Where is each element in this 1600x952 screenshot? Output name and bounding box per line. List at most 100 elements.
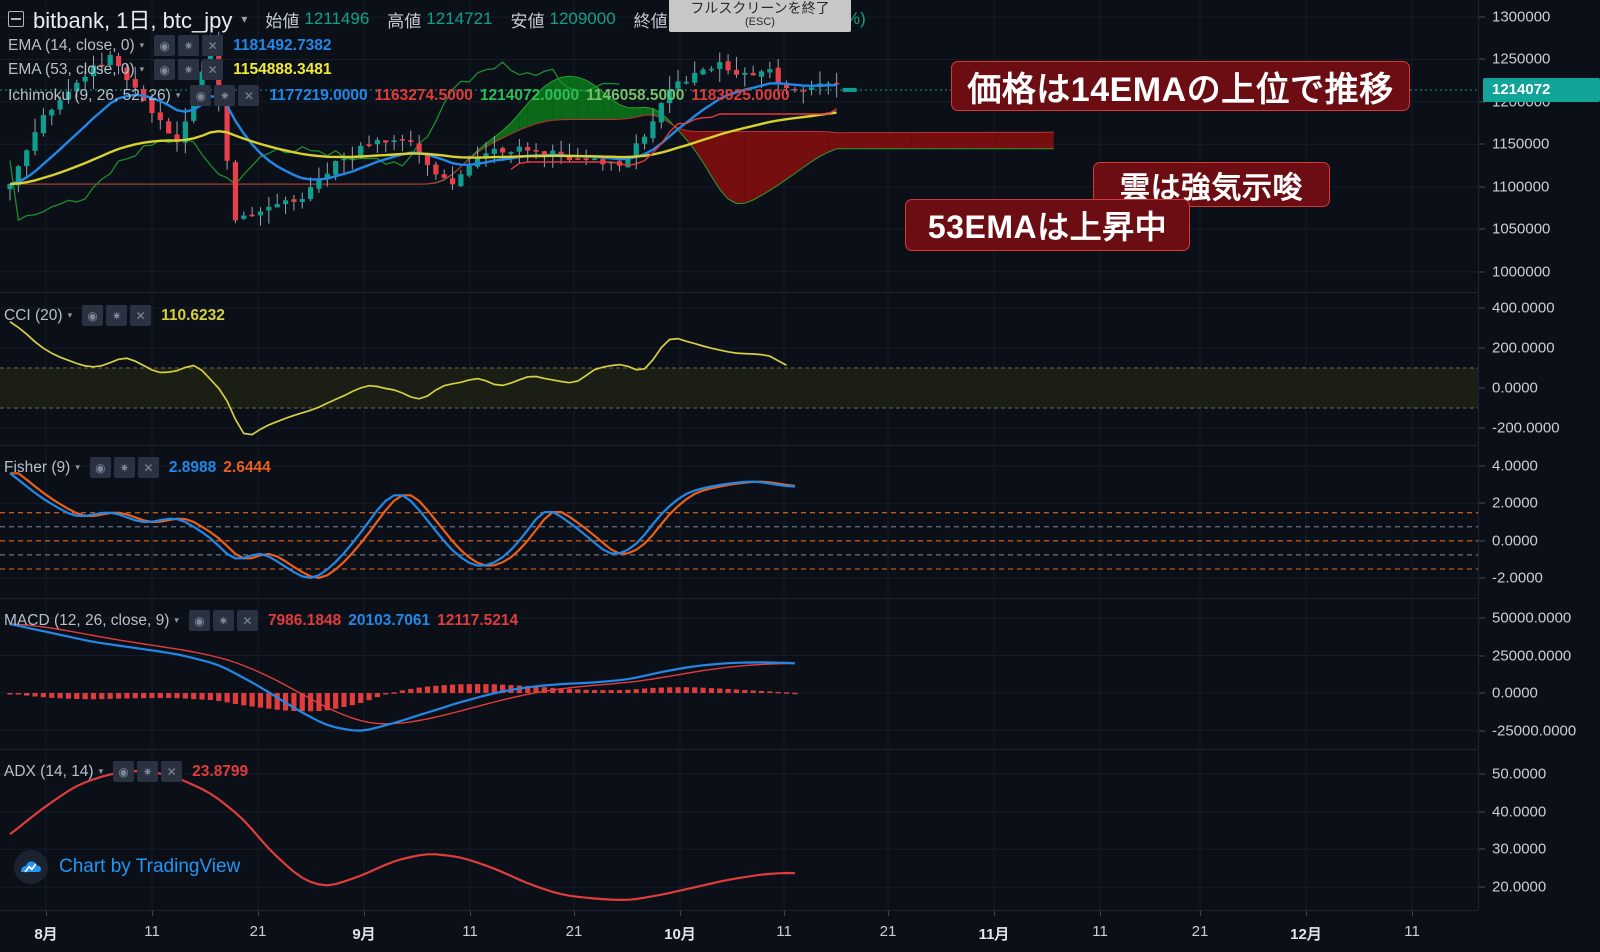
ohlc-low: 安値 1209000 (510, 7, 615, 32)
ohlc-close-label: 終値 (633, 11, 668, 31)
price-scale-tick-mark (1479, 228, 1485, 230)
price-scale-tick-mark (1479, 617, 1485, 619)
time-scale-tick-mark (46, 911, 47, 916)
cci-chart-canvas[interactable] (0, 294, 1478, 445)
time-scale-tick-2: 21 (249, 923, 267, 940)
price-scale-tick-price-1: 1250000 (1492, 50, 1551, 68)
price-scale-tick-macd-1: 25000.0000 (1492, 647, 1572, 664)
time-scale-tick-5: 21 (565, 923, 583, 940)
price-scale-tick-price-5: 1050000 (1492, 220, 1551, 238)
time-scale-tick-6: 10月 (664, 926, 696, 943)
price-scale-tick-fisher-2: 0.0000 (1492, 532, 1538, 550)
price-scale-tick-macd-0: 50000.0000 (1492, 609, 1572, 627)
price-scale-macd[interactable]: 50000.0000 25000.0000 0.0000 -25000.0000 (1478, 600, 1600, 750)
price-scale-tick-fisher-0: 4.0000 (1492, 457, 1538, 475)
price-scale-fisher[interactable]: 4.0000 2.0000 0.0000 -2.0000 (1478, 447, 1600, 599)
time-scale-tick-3: 9月 (352, 926, 376, 943)
time-scale-tick-mark (994, 911, 995, 916)
tradingview-branding[interactable]: Chart by TradingView (14, 850, 240, 884)
ohlc-open: 始値 1211496 (265, 7, 369, 32)
price-scale-tick-macd-2: 0.0000 (1492, 684, 1538, 702)
price-scale-tick-cci-2: 0.0000 (1492, 379, 1538, 397)
price-scale-tick-mark (1479, 655, 1485, 656)
macd-chart-canvas[interactable] (0, 600, 1478, 749)
price-scale-tick-mark (1479, 307, 1485, 309)
time-scale-tick-mark (1200, 911, 1201, 916)
ohlc-low-label: 安値 (510, 11, 545, 31)
price-scale-tick-mark (1479, 347, 1485, 349)
time-scale-tick-13: 11 (1404, 923, 1420, 940)
exit-fullscreen-tooltip-text: フルスクリーンを終了 (690, 0, 830, 16)
price-scale-tick-cci-1: 200.0000 (1492, 339, 1555, 357)
time-scale-tick-mark (680, 911, 681, 916)
ohlc-open-label: 始値 (265, 11, 300, 31)
price-scale-tick-mark (1479, 101, 1485, 103)
price-scale-cci[interactable]: 400.0000 200.0000 0.0000 -200.0000 (1478, 294, 1600, 446)
price-scale-tick-mark (1479, 811, 1485, 813)
price-scale-tick-price-0: 1300000 (1492, 8, 1551, 26)
tradingview-branding-text[interactable]: Chart by TradingView (59, 856, 241, 877)
price-scale-tick-mark (1479, 427, 1485, 429)
price-scale-tick-mark (1479, 502, 1485, 504)
ohlc-low-value: 1209000 (549, 9, 616, 28)
price-scale-tick-mark (1479, 271, 1485, 273)
time-scale-tick-mark (152, 911, 153, 916)
price-scale-tick-cci-0: 400.0000 (1492, 299, 1555, 317)
fisher-pane[interactable] (0, 447, 1478, 599)
adx-pane[interactable] (0, 751, 1478, 910)
tradingview-logo-icon (14, 850, 48, 884)
price-scale-adx[interactable]: 50.0000 40.0000 30.0000 20.0000 (1478, 751, 1600, 910)
time-scale-tick-9: 11月 (978, 926, 1010, 943)
price-scale-tick-mark (1479, 465, 1485, 467)
price-scale-tick-cci-3: -200.0000 (1492, 419, 1560, 437)
time-scale-tick-mark (574, 911, 575, 916)
price-scale-tick-mark (1479, 16, 1485, 18)
time-scale-tick-mark (1100, 911, 1101, 916)
annotation-price-above-14ema-text: 価格は14EMAの上位で推移 (967, 70, 1394, 109)
annotation-53ema-rising[interactable]: 53EMAは上昇中 (905, 199, 1190, 251)
price-scale-tick-adx-0: 50.0000 (1492, 765, 1547, 783)
ohlc-open-value: 1211496 (304, 9, 370, 28)
time-scale[interactable]: 8月 11 21 9月 11 21 10月 11 21 11月 11 21 12月 11 (0, 910, 1478, 952)
adx-chart-canvas[interactable] (0, 751, 1478, 910)
time-scale-tick-mark (258, 911, 259, 916)
price-scale-tick-mark (1479, 577, 1485, 579)
annotation-53ema-rising-text: 53EMAは上昇中 (927, 209, 1168, 245)
exit-fullscreen-tooltip: フルスクリーンを終了 (ESC) (669, 0, 851, 32)
minimize-icon[interactable] (8, 11, 24, 27)
annotation-price-above-14ema[interactable]: 価格は14EMAの上位で推移 (951, 61, 1410, 111)
fisher-chart-canvas[interactable] (0, 447, 1478, 598)
time-scale-tick-mark (888, 911, 889, 916)
time-scale-tick-mark (784, 911, 785, 916)
exit-fullscreen-tooltip-shortcut: (ESC) (745, 16, 775, 29)
time-scale-tick-mark (364, 911, 365, 916)
current-price-badge[interactable]: 1214072 (1483, 77, 1600, 102)
price-scale-tick-fisher-3: -2.0000 (1492, 569, 1543, 587)
price-scale-tick-fisher-1: 2.0000 (1492, 494, 1538, 512)
price-scale-tick-mark (1479, 387, 1485, 389)
symbol-title[interactable]: bitbank, 1日, btc_jpy (33, 8, 233, 33)
ohlc-high-label: 高値 (387, 11, 422, 31)
price-scale-price[interactable]: 1300000125000012000001150000110000010500… (1478, 0, 1600, 293)
price-scale-tick-mark (1479, 730, 1485, 731)
price-scale-tick-price-4: 1100000 (1492, 178, 1550, 196)
price-scale-tick-macd-3: -25000.0000 (1492, 722, 1577, 739)
time-scale-tick-7: 11 (776, 923, 792, 940)
annotation-cloud-bullish[interactable]: 雲は強気示唆 (1093, 162, 1330, 207)
symbol-chevron-down-icon[interactable]: ▾ (241, 12, 248, 26)
time-scale-tick-12: 12月 (1290, 926, 1322, 943)
time-scale-tick-10: 11 (1092, 923, 1108, 940)
price-scale-tick-mark (1479, 540, 1485, 542)
price-pane[interactable] (0, 0, 1478, 293)
time-scale-tick-1: 11 (144, 923, 160, 940)
price-chart-canvas[interactable] (0, 0, 1478, 292)
ohlc-high-value: 1214721 (426, 9, 493, 28)
price-scale-tick-mark (1479, 886, 1485, 888)
price-scale-tick-adx-3: 20.0000 (1492, 878, 1547, 896)
time-scale-tick-11: 21 (1191, 923, 1209, 940)
price-scale-tick-adx-1: 40.0000 (1492, 803, 1547, 821)
time-scale-tick-8: 21 (879, 923, 897, 940)
macd-pane[interactable] (0, 600, 1478, 750)
cci-pane[interactable] (0, 294, 1478, 446)
time-scale-tick-4: 11 (462, 923, 478, 940)
